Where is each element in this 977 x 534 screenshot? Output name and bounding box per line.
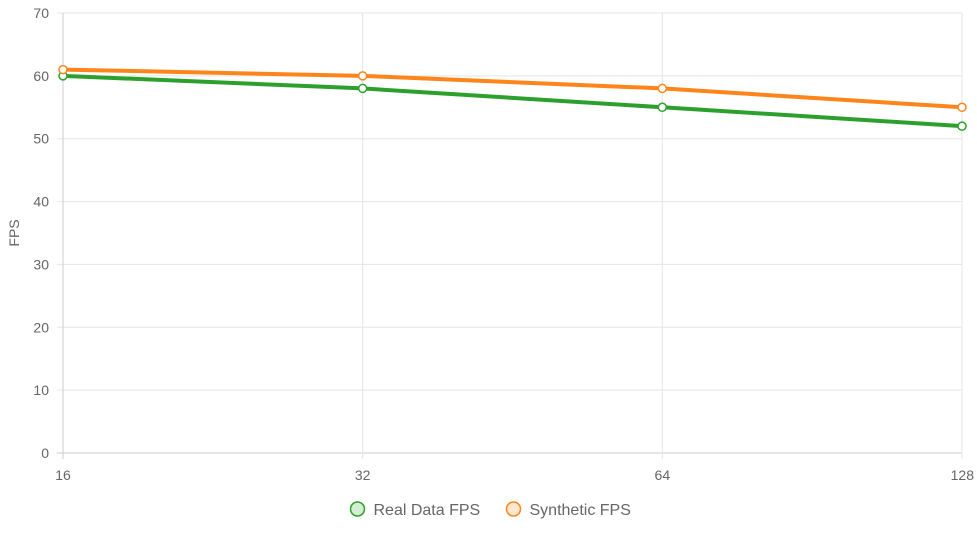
x-tick-label: 64 xyxy=(655,467,671,483)
x-axis: 16 32 64 128 xyxy=(55,467,974,483)
data-point[interactable] xyxy=(657,102,668,113)
legend-marker xyxy=(505,501,522,517)
data-point[interactable] xyxy=(58,64,68,75)
y-tick-label: 40 xyxy=(33,194,49,210)
data-point[interactable] xyxy=(657,83,668,94)
series-line-1 xyxy=(61,73,964,129)
y-tick-label: 0 xyxy=(41,445,49,461)
legend[interactable]: Real Data FPS Synthetic FPS xyxy=(349,501,631,519)
y-tick-label: 70 xyxy=(33,5,49,21)
x-tick-label: 128 xyxy=(951,467,975,483)
legend-marker xyxy=(349,501,366,517)
x-tick-label: 16 xyxy=(55,467,71,483)
legend-item-1[interactable]: Real Data FPS xyxy=(349,501,481,519)
legend-item-2[interactable]: Synthetic FPS xyxy=(505,501,631,519)
y-axis: 0 10 20 30 40 50 60 70 xyxy=(33,5,49,461)
y-tick-label: 20 xyxy=(33,319,49,335)
x-tick-label: 32 xyxy=(355,467,371,483)
y-axis-title: FPS xyxy=(6,219,22,246)
series-line-2 xyxy=(61,67,964,110)
legend-label: Synthetic FPS xyxy=(530,502,631,519)
series-group xyxy=(58,64,967,131)
y-tick-label: 50 xyxy=(33,131,49,147)
legend-label: Real Data FPS xyxy=(374,502,481,519)
data-point[interactable] xyxy=(357,83,368,94)
y-tick-label: 30 xyxy=(33,256,49,272)
y-tick-label: 10 xyxy=(33,382,49,398)
data-point[interactable] xyxy=(357,71,368,81)
data-point[interactable] xyxy=(957,121,967,131)
data-point[interactable] xyxy=(957,102,967,113)
y-tick-label: 60 xyxy=(33,68,49,84)
